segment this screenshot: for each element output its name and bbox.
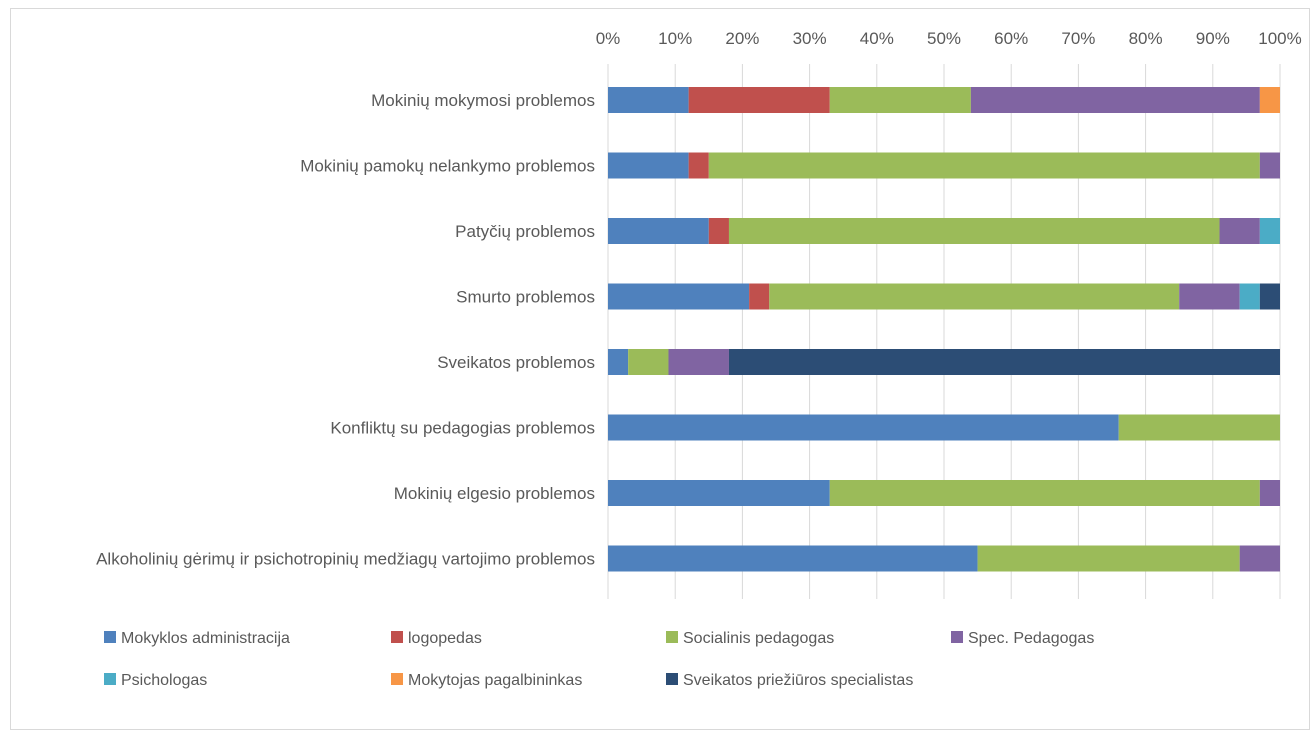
bar-segment <box>829 87 971 113</box>
bar-segment <box>668 349 729 375</box>
legend-label: Spec. Pedagogas <box>968 630 1094 647</box>
x-tick-label: 70% <box>1061 29 1095 48</box>
bar-segment <box>749 283 770 310</box>
category-label: Mokinių elgesio problemos <box>394 484 595 503</box>
category-label: Alkoholinių gėrimų ir psichotropinių med… <box>96 550 595 569</box>
bar-segment <box>608 349 629 375</box>
legend-item: Mokyklos administracija <box>104 630 290 647</box>
bar-segment <box>608 218 709 244</box>
x-axis-ticks: 0% 10% 20% 30% 40% 50% 60% 70% 80% 90% 100% <box>596 29 1302 48</box>
bar-segment <box>608 545 978 572</box>
legend-item: logopedas <box>391 630 482 647</box>
x-tick-label: 100% <box>1258 29 1301 48</box>
legend-swatch <box>666 673 678 685</box>
x-tick-label: 20% <box>725 29 759 48</box>
legend-label: logopedas <box>408 630 482 647</box>
legend-swatch <box>391 673 403 685</box>
x-tick-label: 80% <box>1129 29 1163 48</box>
legend-label: Socialinis pedagogas <box>683 630 834 647</box>
bar-segment <box>977 545 1240 572</box>
legend-item: Mokytojas pagalbininkas <box>391 672 582 689</box>
bar-segment <box>1239 545 1280 572</box>
category-label: Mokinių mokymosi problemos <box>371 91 595 110</box>
x-tick-label: 30% <box>793 29 827 48</box>
bar-segment <box>708 152 1260 179</box>
legend-swatch <box>951 631 963 643</box>
category-label: Konfliktų su pedagogias problemos <box>330 419 595 438</box>
bar-segment <box>1118 414 1280 441</box>
x-tick-label: 60% <box>994 29 1028 48</box>
category-label: Smurto problemos <box>456 288 595 307</box>
legend-swatch <box>104 673 116 685</box>
bar-segment <box>608 283 750 310</box>
legend: Mokyklos administracija logopedas Socialin… <box>104 630 1094 689</box>
gridlines <box>607 64 1281 599</box>
legend-label: Sveikatos priežiūros specialistas <box>683 672 913 689</box>
bar-segment <box>608 414 1119 441</box>
legend-label: Psichologas <box>121 672 207 689</box>
x-tick-label: 0% <box>596 29 621 48</box>
bar-segment <box>608 480 830 506</box>
bar-segment <box>1259 218 1280 244</box>
legend-item: Sveikatos priežiūros specialistas <box>666 672 913 689</box>
bar-segment <box>688 152 709 179</box>
category-label: Patyčių problemos <box>455 222 595 241</box>
bar-segment <box>628 349 669 375</box>
category-label: Sveikatos problemos <box>437 353 595 372</box>
bar-segment <box>608 87 689 113</box>
chart-area: 0% 10% 20% 30% 40% 50% 60% 70% 80% 90% 100% Mokini… <box>10 8 1310 730</box>
x-tick-label: 50% <box>927 29 961 48</box>
stacked-bar-chart: 0% 10% 20% 30% 40% 50% 60% 70% 80% 90% 100% Mokini… <box>96 29 1302 689</box>
bar-segment <box>1219 218 1260 244</box>
bar-segment <box>708 218 729 244</box>
bar-segment <box>1259 87 1280 113</box>
bar-segment <box>769 283 1180 310</box>
category-labels: Mokinių mokymosi problemos Mokinių pamokų… <box>96 91 595 569</box>
bar-segment <box>1259 480 1280 506</box>
legend-item: Spec. Pedagogas <box>951 630 1094 647</box>
bar-segment <box>829 480 1260 506</box>
x-tick-label: 40% <box>860 29 894 48</box>
bar-segment <box>1179 283 1240 310</box>
bar-segment <box>1239 283 1260 310</box>
bars <box>608 87 1280 572</box>
x-tick-label: 10% <box>658 29 692 48</box>
x-tick-label: 90% <box>1196 29 1230 48</box>
bar-segment <box>1259 152 1280 179</box>
legend-label: Mokyklos administracija <box>121 630 290 647</box>
bar-segment <box>1259 283 1280 310</box>
legend-item: Socialinis pedagogas <box>666 630 834 647</box>
legend-item: Psichologas <box>104 672 207 689</box>
legend-label: Mokytojas pagalbininkas <box>408 672 582 689</box>
category-label: Mokinių pamokų nelankymo problemos <box>300 157 595 176</box>
legend-swatch <box>104 631 116 643</box>
legend-swatch <box>666 631 678 643</box>
bar-segment <box>608 152 689 179</box>
legend-swatch <box>391 631 403 643</box>
bar-segment <box>688 87 830 113</box>
bar-segment <box>970 87 1260 113</box>
bar-segment <box>728 349 1280 375</box>
bar-segment <box>728 218 1220 244</box>
